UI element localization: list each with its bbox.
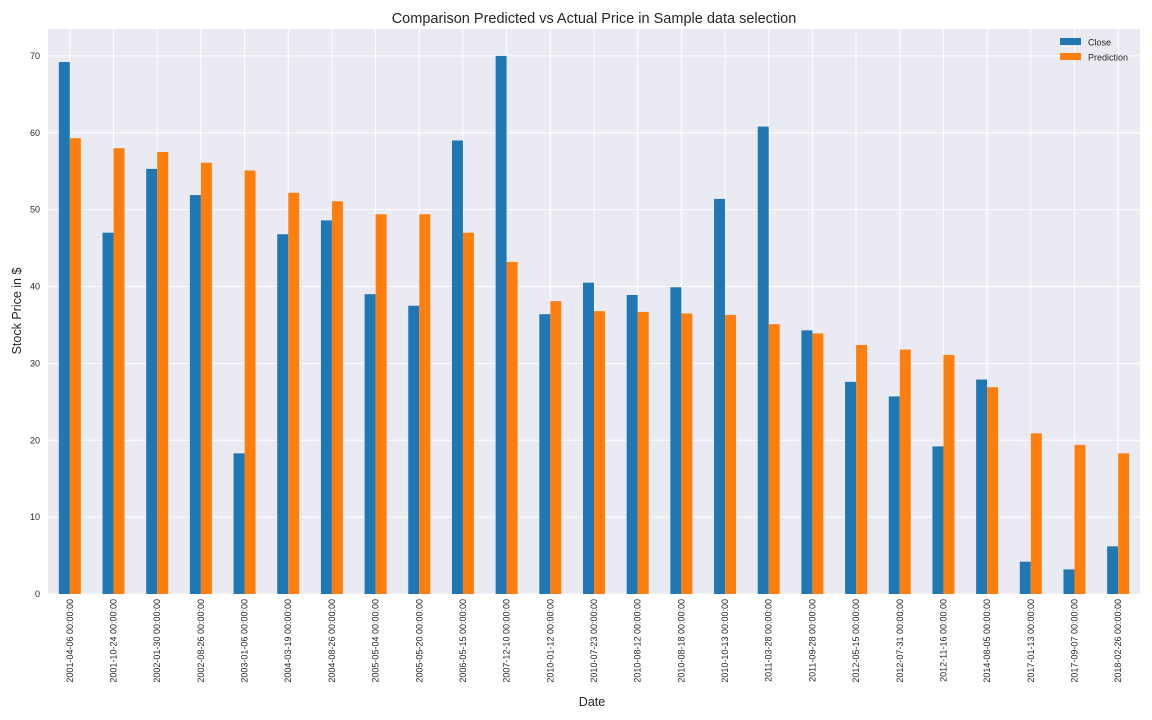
x-tick-label: 2002-01-30 00:00:00 [152,599,162,683]
x-tick-label: 2004-08-26 00:00:00 [327,599,337,683]
x-tick-label: 2017-09-07 00:00:00 [1069,599,1079,683]
x-tick-label: 2005-05-20 00:00:00 [414,599,424,683]
bar-prediction-17 [812,333,824,594]
x-tick-label: 2006-05-15 00:00:00 [458,599,468,683]
bar-prediction-1 [113,148,125,594]
x-tick-label: 2018-02-26 00:00:00 [1113,599,1123,683]
y-tick-label: 20 [30,435,40,445]
bar-prediction-8 [419,214,431,595]
bar-prediction-18 [856,344,868,594]
bar-prediction-23 [1074,444,1086,594]
x-tick-label: 2001-10-24 00:00:00 [109,599,119,683]
bar-close-7 [364,294,376,594]
y-tick-label: 60 [30,128,40,138]
bar-close-14 [670,287,682,594]
y-axis-label: Stock Price in $ [10,268,24,355]
bar-close-15 [714,198,726,595]
bar-close-12 [583,282,594,594]
x-tick-label: 2011-03-28 00:00:00 [764,599,774,682]
bar-prediction-4 [244,170,256,594]
bar-close-1 [102,232,114,594]
chart-title: Comparison Predicted vs Actual Price in … [392,11,797,27]
bar-close-16 [757,126,769,594]
x-tick-label: 2010-01-12 00:00:00 [545,599,555,683]
bar-prediction-15 [725,314,737,594]
bar-prediction-7 [375,214,387,595]
bar-close-10 [495,55,507,594]
x-tick-label: 2010-08-12 00:00:00 [633,599,643,683]
y-tick-label: 70 [30,51,40,61]
bar-prediction-10 [506,261,518,594]
y-tick-label: 0 [35,589,40,599]
bar-prediction-12 [594,311,605,594]
legend-swatch-close [1060,38,1081,45]
x-tick-label: 2007-12-10 00:00:00 [502,599,512,683]
y-tick-label: 30 [30,358,40,368]
bar-close-19 [888,396,900,594]
bars [58,55,1130,595]
x-tick-label: 2003-01-06 00:00:00 [240,599,250,683]
bar-close-18 [845,381,857,594]
bar-close-22 [1019,561,1031,594]
bar-prediction-11 [550,301,562,594]
bar-close-5 [277,234,289,594]
legend-label-close: Close [1088,38,1111,48]
bar-prediction-21 [987,387,999,594]
legend-swatch-prediction [1060,53,1081,60]
bar-close-2 [146,168,158,594]
legend-label-prediction: Prediction [1088,53,1128,63]
x-axis-label: Date [579,695,605,709]
bar-prediction-24 [1118,453,1130,594]
bar-close-6 [320,220,332,595]
bar-prediction-3 [200,162,212,594]
bar-prediction-13 [637,311,649,594]
bar-prediction-22 [1030,433,1042,594]
bar-close-21 [976,379,988,594]
x-tick-label: 2017-01-13 00:00:00 [1026,599,1036,683]
bar-close-9 [451,140,463,594]
bar-close-11 [539,314,551,594]
x-tick-label: 2012-07-31 00:00:00 [895,599,905,683]
bar-prediction-2 [157,151,169,594]
bar-prediction-14 [681,313,693,594]
x-tick-label: 2001-04-06 00:00:00 [65,599,75,683]
bar-close-24 [1107,546,1119,594]
x-tick-label: 2011-09-28 00:00:00 [807,599,817,682]
x-axis-ticks: 2001-04-06 00:00:00 2001-10-24 00:00:00 20… [65,599,1123,683]
y-tick-label: 10 [30,512,40,522]
x-tick-label: 2002-08-26 00:00:00 [196,599,206,683]
x-tick-label: 2010-08-18 00:00:00 [676,599,686,683]
bar-prediction-16 [768,324,780,594]
bar-prediction-20 [943,354,955,594]
x-tick-label: 2004-03-19 00:00:00 [283,599,293,683]
bar-close-4 [233,453,245,594]
bar-close-3 [189,195,201,594]
x-tick-label: 2012-11-16 00:00:00 [938,599,948,682]
y-axis-ticks: 0 10 20 30 40 50 60 70 [30,51,40,599]
bar-close-8 [408,305,420,594]
bar-prediction-0 [69,138,81,594]
bar-prediction-6 [331,201,343,594]
x-tick-label: 2010-07-23 00:00:00 [589,599,599,683]
bar-prediction-5 [288,192,300,595]
bar-close-23 [1063,569,1075,594]
bar-close-0 [58,62,70,594]
bar-prediction-19 [899,349,911,594]
x-tick-label: 2014-08-05 00:00:00 [982,599,992,683]
bar-close-20 [932,446,944,594]
x-tick-label: 2012-05-15 00:00:00 [851,599,861,683]
bar-close-17 [801,330,813,594]
x-tick-label: 2010-10-13 00:00:00 [720,599,730,683]
bar-prediction-9 [462,232,474,594]
legend: Close Prediction [1060,38,1128,63]
x-tick-label: 2005-05-04 00:00:00 [371,599,381,683]
y-tick-label: 40 [30,282,40,292]
y-tick-label: 50 [30,205,40,215]
bar-close-13 [626,294,638,594]
